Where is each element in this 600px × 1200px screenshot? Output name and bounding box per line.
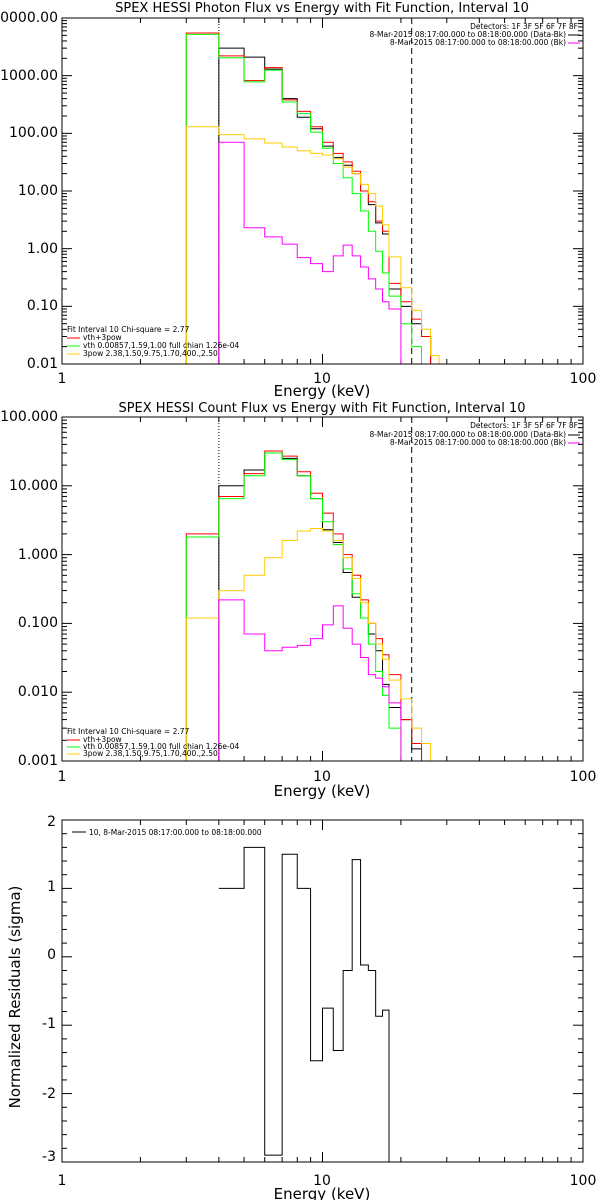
count-series-bk: [218, 599, 402, 761]
count-fit-text: Fit Interval 10 Chi-square = 2.77: [67, 727, 190, 736]
count-y-tick-label-0.100: 0.100: [18, 615, 58, 631]
count-legend: Detectors: 1F 3F 5F 6F 7F 8F 8-Mar-2015 …: [370, 421, 580, 447]
count-chart-title: SPEX HESSI Count Flux vs Energy with Fit…: [118, 401, 525, 416]
count-x-tick-label-10: 10: [313, 769, 331, 785]
photon-x-tick-label-1: 1: [58, 371, 67, 387]
photon-fit-entry-3pow: 3pow 2.38,1.50,9.75,1.70,400.,2.50: [83, 349, 218, 358]
count-x-tick-label-100: 100: [570, 769, 597, 785]
photon-x-axis-label: Energy (keV): [274, 382, 371, 400]
photon-y-tick-label-0.10: 0.10: [27, 298, 58, 314]
count-fit-entry-3pow: 3pow 2.38,1.50,9.75,1.70,400.,2.50: [83, 749, 218, 758]
count-tick-marks: [61, 417, 583, 762]
count-fit-entry-vth: vth 0.00857,1.59,1.00 full chian 1.26e-0…: [83, 742, 240, 751]
count-series-3pow: [185, 527, 432, 761]
residuals-y-tick-label-neg2: -2: [42, 1086, 56, 1102]
photon-y-tick-label-1.00: 1.00: [27, 241, 58, 257]
count-chart-svg: SPEX HESSI Count Flux vs Energy with Fit…: [0, 401, 597, 800]
count-plot-frame: [61, 416, 584, 762]
residuals-y-tick-label-neg3: -3: [42, 1149, 56, 1165]
photon-chart-svg: SPEX HESSI Photon Flux vs Energy with Fi…: [0, 1, 597, 400]
count-y-tick-label-10.000: 10.000: [9, 478, 58, 494]
photon-series-3pow: [185, 126, 440, 364]
residuals-y-tick-label-1: 1: [47, 879, 56, 895]
photon-series-data-bk: [218, 47, 432, 364]
photon-y-tick-label-10000.00: 0000.00: [0, 10, 58, 26]
photon-flux-panel: SPEX HESSI Photon Flux vs Energy with Fi…: [0, 0, 600, 400]
count-series-vth: [185, 452, 402, 761]
photon-energy-markers: [218, 18, 413, 364]
count-energy-markers: [218, 417, 413, 761]
photon-series-bk: [218, 141, 413, 364]
residuals-y-axis-label: Normalized Residuals (sigma): [6, 886, 24, 1109]
count-y-tick-label-0.010: 0.010: [18, 684, 58, 700]
residuals-x-tick-label-1: 1: [58, 1173, 67, 1189]
residuals-x-tick-label-100: 100: [570, 1173, 597, 1189]
residuals-panel: 1 10 100 -3 -2 -1 0 1 2 Energy (keV) Nor…: [0, 800, 600, 1200]
photon-y-tick-label-10.00: 10.00: [18, 183, 58, 199]
photon-legend: Detectors: 1F 3F 5F 6F 7F 8F 8-Mar-2015 …: [370, 22, 580, 47]
photon-series-group: [185, 32, 440, 364]
photon-fit-entry-vth3pow: vth+3pow: [83, 333, 122, 342]
photon-fit-text: Fit Interval 10 Chi-square = 2.77: [67, 325, 190, 334]
residuals-tick-marks: [61, 819, 583, 1163]
residuals-y-tick-label-0: 0: [47, 947, 56, 963]
residuals-chart-svg: 1 10 100 -3 -2 -1 0 1 2 Energy (keV) Nor…: [6, 814, 597, 1200]
residuals-plot-frame: [61, 819, 584, 1163]
count-detectors-text: Detectors: 1F 3F 5F 6F 7F 8F: [470, 421, 578, 430]
photon-y-tick-label-1000.00: 1000.00: [0, 68, 58, 84]
residuals-x-tick-label-10: 10: [313, 1173, 331, 1189]
count-legend-entry-bk: 8-Mar-2015 08:17:00.000 to 08:18:00.000 …: [390, 438, 566, 447]
residuals-x-axis-label: Energy (keV): [274, 1185, 371, 1200]
photon-legend-entry-data-bk: 8-Mar-2015 08:17:00.000 to 08:18:00.000 …: [370, 30, 567, 39]
count-fit-legend: Fit Interval 10 Chi-square = 2.77 vth+3p…: [67, 727, 240, 758]
residuals-y-tick-label-2: 2: [47, 814, 56, 830]
count-series-vth-3pow: [185, 450, 423, 761]
photon-series-vth: [185, 33, 423, 364]
photon-x-tick-label-100: 100: [570, 371, 597, 387]
photon-tick-marks: [61, 18, 583, 365]
count-flux-panel: SPEX HESSI Count Flux vs Energy with Fit…: [0, 400, 600, 800]
count-series-data-bk: [218, 452, 423, 761]
photon-series-vth-3pow: [185, 32, 432, 364]
residuals-y-tick-label-neg1: -1: [42, 1016, 56, 1032]
count-y-tick-label-100.000: 100.000: [0, 409, 58, 425]
count-x-axis-label: Energy (keV): [274, 782, 371, 800]
residuals-legend-entry: 10, 8-Mar-2015 08:17:00.000 to 08:18:00.…: [89, 828, 262, 837]
photon-y-tick-label-0.01: 0.01: [27, 356, 58, 372]
residuals-series-10-8-mar-2015-08-17-00-000-to-08-18-00-000: [218, 846, 390, 1162]
count-y-tick-label-1.000: 1.000: [18, 547, 58, 563]
photon-legend-entry-bk: 8-Mar-2015 08:17:00.000 to 08:18:00.000 …: [390, 38, 566, 47]
residuals-legend: 10, 8-Mar-2015 08:17:00.000 to 08:18:00.…: [72, 828, 262, 837]
count-legend-entry-data-bk: 8-Mar-2015 08:17:00.000 to 08:18:00.000 …: [370, 430, 567, 439]
residuals-series-group: [218, 846, 390, 1162]
photon-chart-title: SPEX HESSI Photon Flux vs Energy with Fi…: [115, 1, 529, 16]
photon-x-tick-label-10: 10: [313, 371, 331, 387]
photon-detectors-text: Detectors: 1F 3F 5F 6F 7F 8F: [470, 22, 578, 31]
photon-y-tick-label-100.00: 100.00: [9, 125, 58, 141]
photon-fit-legend: Fit Interval 10 Chi-square = 2.77 vth+3p…: [67, 325, 240, 358]
count-fit-entry-vth3pow: vth+3pow: [83, 735, 122, 744]
photon-fit-entry-vth: vth 0.00857,1.59,1.00 full chian 1.26e-0…: [83, 341, 240, 350]
count-series-group: [185, 450, 432, 761]
count-x-tick-label-1: 1: [58, 769, 67, 785]
count-y-tick-label-0.001: 0.001: [18, 753, 58, 769]
photon-plot-frame: [61, 17, 584, 365]
